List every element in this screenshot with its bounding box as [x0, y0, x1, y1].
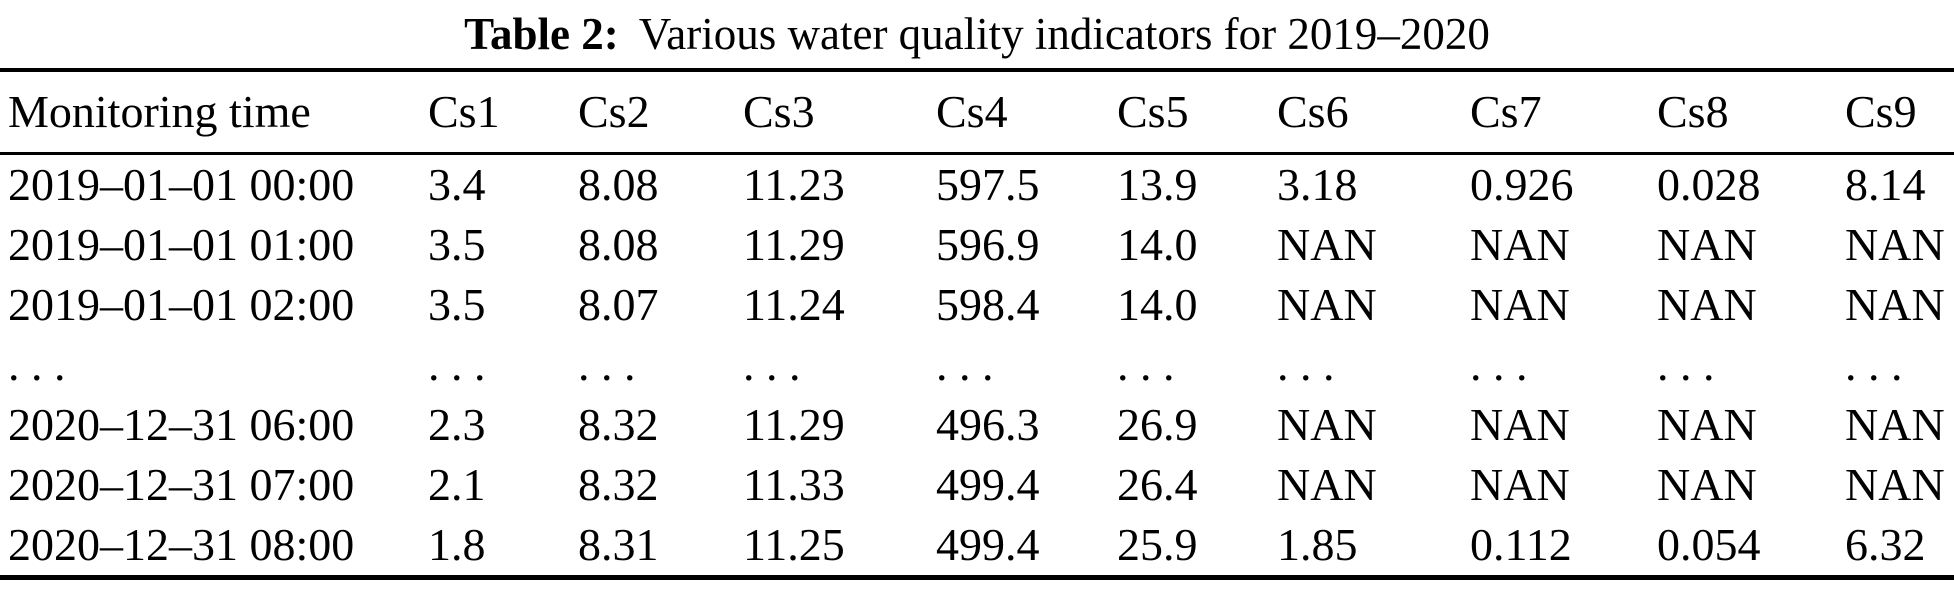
- monitoring-time-cell: 2019–01–01 01:00: [8, 219, 355, 270]
- monitoring-time-cell: 2019–01–01 02:00: [8, 279, 355, 330]
- table-header: Monitoring time Cs1 Cs2 Cs3 Cs4 Cs5 Cs6 Cs7 Cs8 C…: [0, 70, 1954, 155]
- value-cell: 1.85: [1277, 519, 1358, 570]
- value-cell: NAN: [1470, 279, 1570, 330]
- value-cell: 11.25: [743, 519, 845, 570]
- column-header-cs8: Cs8: [1649, 70, 1837, 155]
- column-header-cs3: Cs3: [735, 70, 928, 155]
- value-cell: NAN: [1657, 279, 1757, 330]
- value-cell: 11.29: [743, 399, 845, 450]
- value-cell: NAN: [1657, 459, 1757, 510]
- value-cell: 11.23: [743, 159, 845, 210]
- header-row: Monitoring time Cs1 Cs2 Cs3 Cs4 Cs5 Cs6 Cs7 Cs8 C…: [0, 70, 1954, 155]
- monitoring-time-cell: . . .: [8, 339, 66, 390]
- table-row: 2019–01–01 02:00 3.5 8.07 11.24 598.4 14.0 NAN…: [0, 275, 1954, 335]
- value-cell: . . .: [428, 339, 486, 390]
- value-cell: 11.24: [743, 279, 845, 330]
- table-row: 2020–12–31 07:00 2.1 8.32 11.33 499.4 26.4 NAN…: [0, 455, 1954, 515]
- value-cell: 13.9: [1117, 159, 1198, 210]
- value-cell: 3.18: [1277, 159, 1358, 210]
- table-row: 2019–01–01 00:00 3.4 8.08 11.23 597.5 13.9 3.1…: [0, 154, 1954, 216]
- value-cell: 8.08: [578, 219, 659, 270]
- value-cell: 3.4: [428, 159, 486, 210]
- value-cell: . . .: [936, 339, 994, 390]
- value-cell: 14.0: [1117, 219, 1198, 270]
- value-cell: 6.32: [1845, 519, 1926, 570]
- value-cell: NAN: [1277, 399, 1377, 450]
- value-cell: NAN: [1470, 219, 1570, 270]
- table-row: 2020–12–31 08:00 1.8 8.31 11.25 499.4 25.9 1.8…: [0, 515, 1954, 578]
- value-cell: NAN: [1845, 219, 1945, 270]
- value-cell: 2.1: [428, 459, 486, 510]
- column-header-cs2: Cs2: [570, 70, 735, 155]
- value-cell: 14.0: [1117, 279, 1198, 330]
- value-cell: 2.3: [428, 399, 486, 450]
- value-cell: 0.926: [1470, 159, 1574, 210]
- column-header-cs6: Cs6: [1269, 70, 1462, 155]
- value-cell: NAN: [1657, 219, 1757, 270]
- value-cell: 597.5: [936, 159, 1040, 210]
- table-caption-label: Table 2:: [464, 8, 619, 59]
- value-cell: . . .: [1657, 339, 1715, 390]
- value-cell: 598.4: [936, 279, 1040, 330]
- value-cell: 8.31: [578, 519, 659, 570]
- value-cell: 0.112: [1470, 519, 1572, 570]
- value-cell: 499.4: [936, 459, 1040, 510]
- value-cell: NAN: [1470, 399, 1570, 450]
- value-cell: . . .: [578, 339, 636, 390]
- column-header-cs5: Cs5: [1109, 70, 1269, 155]
- table-caption: Table 2: Various water quality indicator…: [0, 0, 1954, 68]
- table-row: . . . . . . . . . . . . . . . . . . . . . . . .…: [0, 335, 1954, 395]
- column-header-cs1: Cs1: [420, 70, 570, 155]
- value-cell: 3.5: [428, 219, 486, 270]
- value-cell: 11.29: [743, 219, 845, 270]
- value-cell: NAN: [1657, 399, 1757, 450]
- value-cell: . . .: [743, 339, 801, 390]
- value-cell: 3.5: [428, 279, 486, 330]
- value-cell: 11.33: [743, 459, 845, 510]
- value-cell: NAN: [1277, 459, 1377, 510]
- value-cell: NAN: [1845, 279, 1945, 330]
- value-cell: 8.07: [578, 279, 659, 330]
- column-header-cs4: Cs4: [928, 70, 1109, 155]
- value-cell: 596.9: [936, 219, 1040, 270]
- value-cell: 8.08: [578, 159, 659, 210]
- monitoring-time-cell: 2020–12–31 06:00: [8, 399, 355, 450]
- value-cell: 1.8: [428, 519, 486, 570]
- value-cell: . . .: [1470, 339, 1528, 390]
- column-header-monitoring-time: Monitoring time: [0, 70, 420, 155]
- value-cell: NAN: [1845, 399, 1945, 450]
- table-caption-text: Various water quality indicators for 201…: [638, 8, 1490, 59]
- value-cell: NAN: [1470, 459, 1570, 510]
- value-cell: . . .: [1117, 339, 1175, 390]
- table-row: 2019–01–01 01:00 3.5 8.08 11.29 596.9 14.0 NAN…: [0, 215, 1954, 275]
- value-cell: 26.9: [1117, 399, 1198, 450]
- column-header-cs7: Cs7: [1462, 70, 1649, 155]
- value-cell: 8.32: [578, 459, 659, 510]
- value-cell: 0.028: [1657, 159, 1761, 210]
- value-cell: 496.3: [936, 399, 1040, 450]
- value-cell: 8.14: [1845, 159, 1926, 210]
- monitoring-time-cell: 2019–01–01 00:00: [8, 159, 355, 210]
- value-cell: NAN: [1277, 219, 1377, 270]
- value-cell: 8.32: [578, 399, 659, 450]
- value-cell: . . .: [1845, 339, 1903, 390]
- value-cell: . . .: [1277, 339, 1335, 390]
- value-cell: NAN: [1277, 279, 1377, 330]
- value-cell: 25.9: [1117, 519, 1198, 570]
- table-row: 2020–12–31 06:00 2.3 8.32 11.29 496.3 26.9 NAN…: [0, 395, 1954, 455]
- monitoring-time-cell: 2020–12–31 07:00: [8, 459, 355, 510]
- column-header-cs9: Cs9: [1837, 70, 1954, 155]
- value-cell: 499.4: [936, 519, 1040, 570]
- water-quality-table: Monitoring time Cs1 Cs2 Cs3 Cs4 Cs5 Cs6 Cs7 Cs8 C…: [0, 68, 1954, 580]
- monitoring-time-cell: 2020–12–31 08:00: [8, 519, 355, 570]
- value-cell: 0.054: [1657, 519, 1761, 570]
- table-body: 2019–01–01 00:00 3.4 8.08 11.23 597.5 13.9 3.1…: [0, 154, 1954, 578]
- value-cell: NAN: [1845, 459, 1945, 510]
- value-cell: 26.4: [1117, 459, 1198, 510]
